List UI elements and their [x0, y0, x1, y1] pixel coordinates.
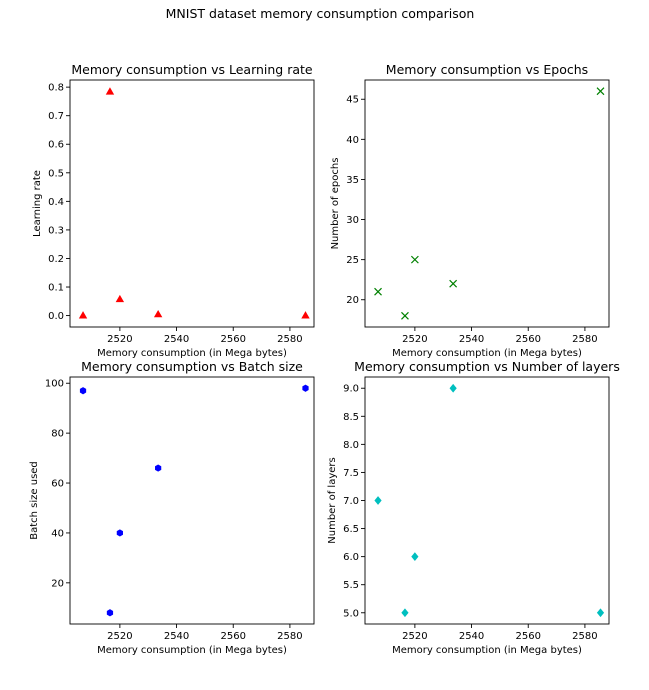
y-tick-label-5_0: 5.0	[343, 608, 359, 619]
data-point-4	[449, 279, 458, 288]
y-tick-label-6_0: 6.0	[343, 552, 359, 563]
subplot-1: Memory consumption vs Learning rate 2520 2…	[32, 62, 315, 359]
axes-frame	[69, 79, 315, 328]
data-point-2	[401, 311, 409, 320]
x-axis-label: Memory consumption (in Mega bytes)	[97, 645, 287, 656]
x-tick-label-2560: 2560	[516, 334, 541, 345]
y-tick-label-20: 20	[51, 578, 64, 589]
y-tick-label-0_5: 0.5	[48, 168, 64, 179]
y-tick-label-8_0: 8.0	[343, 440, 359, 451]
data-point-4	[155, 464, 162, 472]
data-point-4	[449, 383, 457, 393]
axes-frame	[69, 376, 315, 625]
data-point-1	[374, 496, 382, 505]
y-tick-label-0_4: 0.4	[48, 197, 64, 208]
y-tick-label-8_5: 8.5	[343, 412, 359, 423]
y-axis-label: Batch size used	[29, 461, 40, 540]
data-point-3	[115, 294, 125, 303]
data-point-1	[374, 287, 382, 296]
subplot-4: Memory consumption vs Number of layers 25…	[327, 359, 620, 656]
y-tick-label-40: 40	[51, 528, 64, 539]
y-axis-label: Number of layers	[327, 457, 338, 543]
data-point-2	[401, 608, 409, 618]
y-tick-label-7_0: 7.0	[343, 496, 359, 507]
subplot-title: Memory consumption vs Epochs	[386, 62, 588, 77]
x-tick-label-2580: 2580	[572, 631, 597, 642]
y-tick-label-100: 100	[45, 379, 64, 390]
x-tick-label-2580: 2580	[572, 334, 597, 345]
x-tick-label-2540: 2540	[459, 631, 484, 642]
y-tick-label-0_3: 0.3	[48, 225, 64, 236]
data-point-3	[411, 552, 419, 562]
x-axis-label: Memory consumption (in Mega bytes)	[97, 348, 287, 359]
y-tick-label-5_5: 5.5	[343, 580, 359, 591]
y-tick-label-25: 25	[346, 255, 359, 266]
data-point-3	[410, 255, 419, 264]
data-point-5	[302, 384, 309, 392]
x-tick-label-2520: 2520	[107, 334, 132, 345]
data-point-4	[153, 309, 163, 318]
x-tick-label-2580: 2580	[277, 334, 302, 345]
y-axis-label: Learning rate	[32, 170, 43, 237]
y-tick-label-60: 60	[51, 479, 64, 490]
x-tick-label-2540: 2540	[164, 334, 189, 345]
x-tick-label-2560: 2560	[221, 631, 246, 642]
x-tick-label-2540: 2540	[164, 631, 189, 642]
data-point-1	[79, 387, 87, 395]
y-tick-label-6_5: 6.5	[343, 524, 359, 535]
figure-suptitle: MNIST dataset memory consumption compari…	[166, 6, 475, 21]
y-axis-label: Number of epochs	[330, 158, 341, 250]
y-tick-label-80: 80	[51, 429, 64, 440]
y-tick-label-0_7: 0.7	[48, 111, 64, 122]
x-tick-label-2540: 2540	[459, 334, 484, 345]
x-axis-label: Memory consumption (in Mega bytes)	[392, 348, 582, 359]
subplot-title: Memory consumption vs Batch size	[81, 359, 303, 374]
subplot-title: Memory consumption vs Learning rate	[71, 62, 313, 77]
y-tick-label-30: 30	[346, 215, 359, 226]
x-tick-label-2560: 2560	[516, 631, 541, 642]
data-point-1	[78, 311, 88, 319]
y-tick-label-0_0: 0.0	[48, 311, 64, 322]
data-point-5	[596, 87, 605, 96]
y-tick-label-35: 35	[346, 175, 359, 186]
data-point-5	[301, 311, 310, 319]
y-tick-label-45: 45	[346, 95, 359, 106]
subplot-3: Memory consumption vs Batch size 2520 2540…	[29, 359, 315, 656]
subplot-title: Memory consumption vs Number of layers	[354, 359, 620, 374]
data-point-2	[106, 609, 114, 617]
y-tick-label-9_0: 9.0	[343, 384, 359, 395]
x-tick-label-2560: 2560	[221, 334, 246, 345]
y-tick-label-7_5: 7.5	[343, 468, 359, 479]
data-point-2	[105, 87, 115, 95]
axes-frame	[364, 79, 610, 328]
y-tick-label-0_6: 0.6	[48, 140, 64, 151]
y-tick-label-40: 40	[346, 135, 359, 146]
y-tick-label-0_8: 0.8	[48, 83, 64, 94]
y-tick-label-0_2: 0.2	[48, 254, 64, 265]
data-point-5	[596, 608, 605, 618]
data-point-3	[116, 529, 123, 537]
x-tick-label-2520: 2520	[402, 631, 427, 642]
x-axis-label: Memory consumption (in Mega bytes)	[392, 645, 582, 656]
axes-frame	[364, 376, 610, 625]
y-tick-label-0_1: 0.1	[48, 283, 64, 294]
y-tick-label-20: 20	[346, 295, 359, 306]
x-tick-label-2520: 2520	[402, 334, 427, 345]
x-tick-label-2580: 2580	[277, 631, 302, 642]
x-tick-label-2520: 2520	[107, 631, 132, 642]
